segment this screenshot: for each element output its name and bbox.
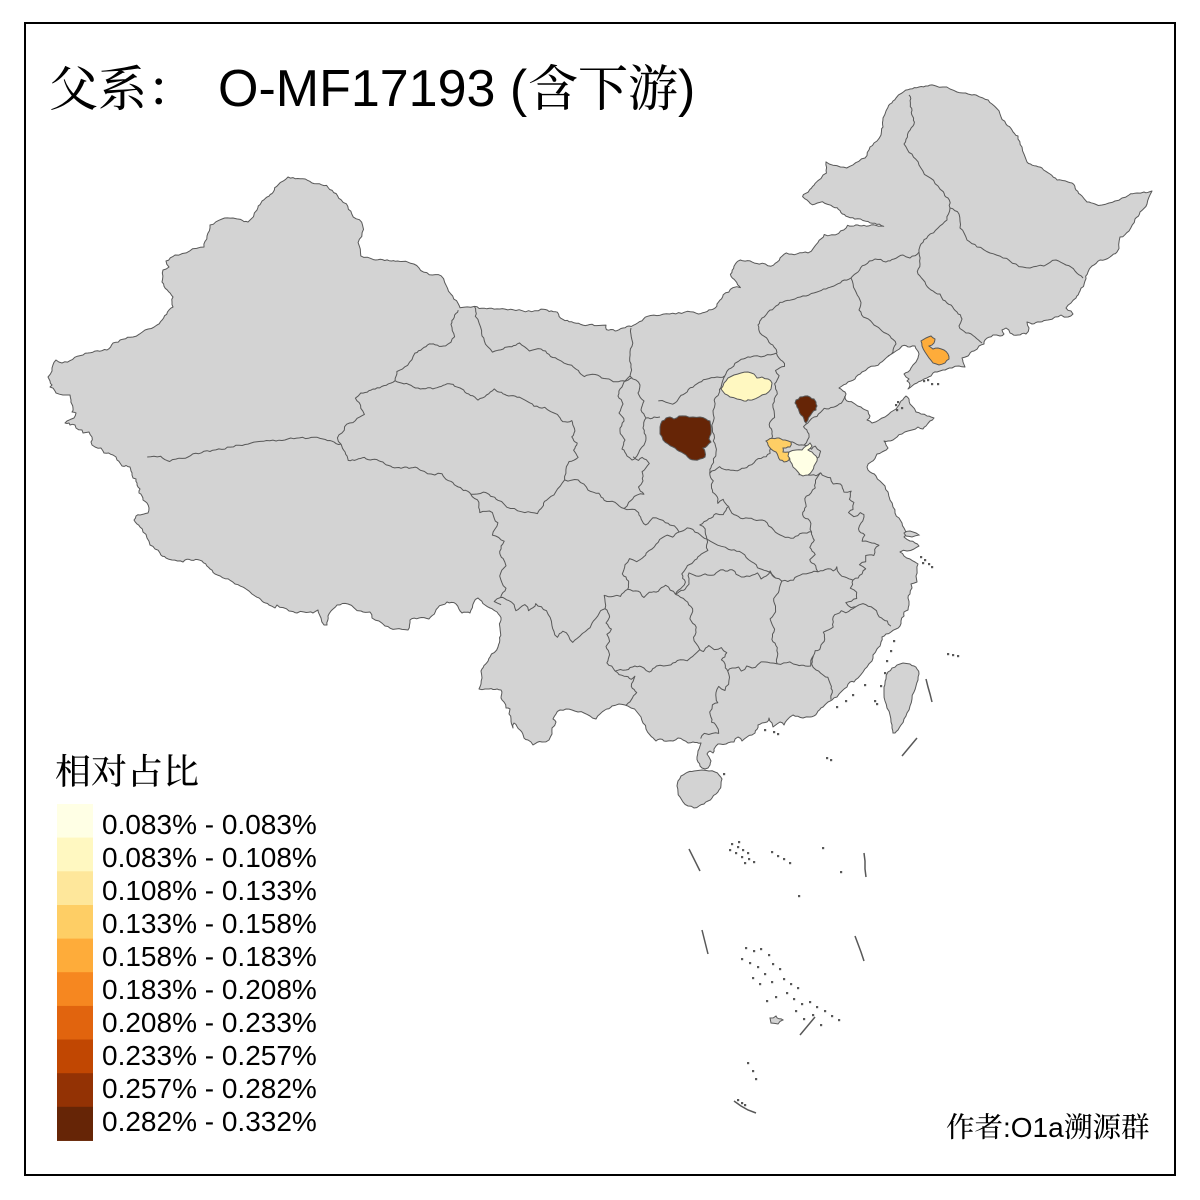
svg-text:O-MF17193 (: O-MF17193 ( — [218, 60, 528, 118]
svg-text:0.183% - 0.208%: 0.183% - 0.208% — [102, 974, 317, 1005]
svg-text:0.282% - 0.332%: 0.282% - 0.332% — [102, 1106, 317, 1137]
svg-text:0.233% - 0.257%: 0.233% - 0.257% — [102, 1040, 317, 1071]
svg-text:0.133% - 0.158%: 0.133% - 0.158% — [102, 908, 317, 939]
svg-text:0.158% - 0.183%: 0.158% - 0.183% — [102, 941, 317, 972]
svg-text:0.083% - 0.083%: 0.083% - 0.083% — [102, 809, 317, 840]
svg-text:0.083% - 0.108%: 0.083% - 0.108% — [102, 842, 317, 873]
svg-text:0.108% - 0.133%: 0.108% - 0.133% — [102, 875, 317, 906]
svg-text:0.208% - 0.233%: 0.208% - 0.233% — [102, 1007, 317, 1038]
svg-text::O1a: :O1a — [1003, 1112, 1064, 1143]
svg-text:0.257% - 0.282%: 0.257% - 0.282% — [102, 1073, 317, 1104]
svg-text:): ) — [678, 60, 695, 118]
